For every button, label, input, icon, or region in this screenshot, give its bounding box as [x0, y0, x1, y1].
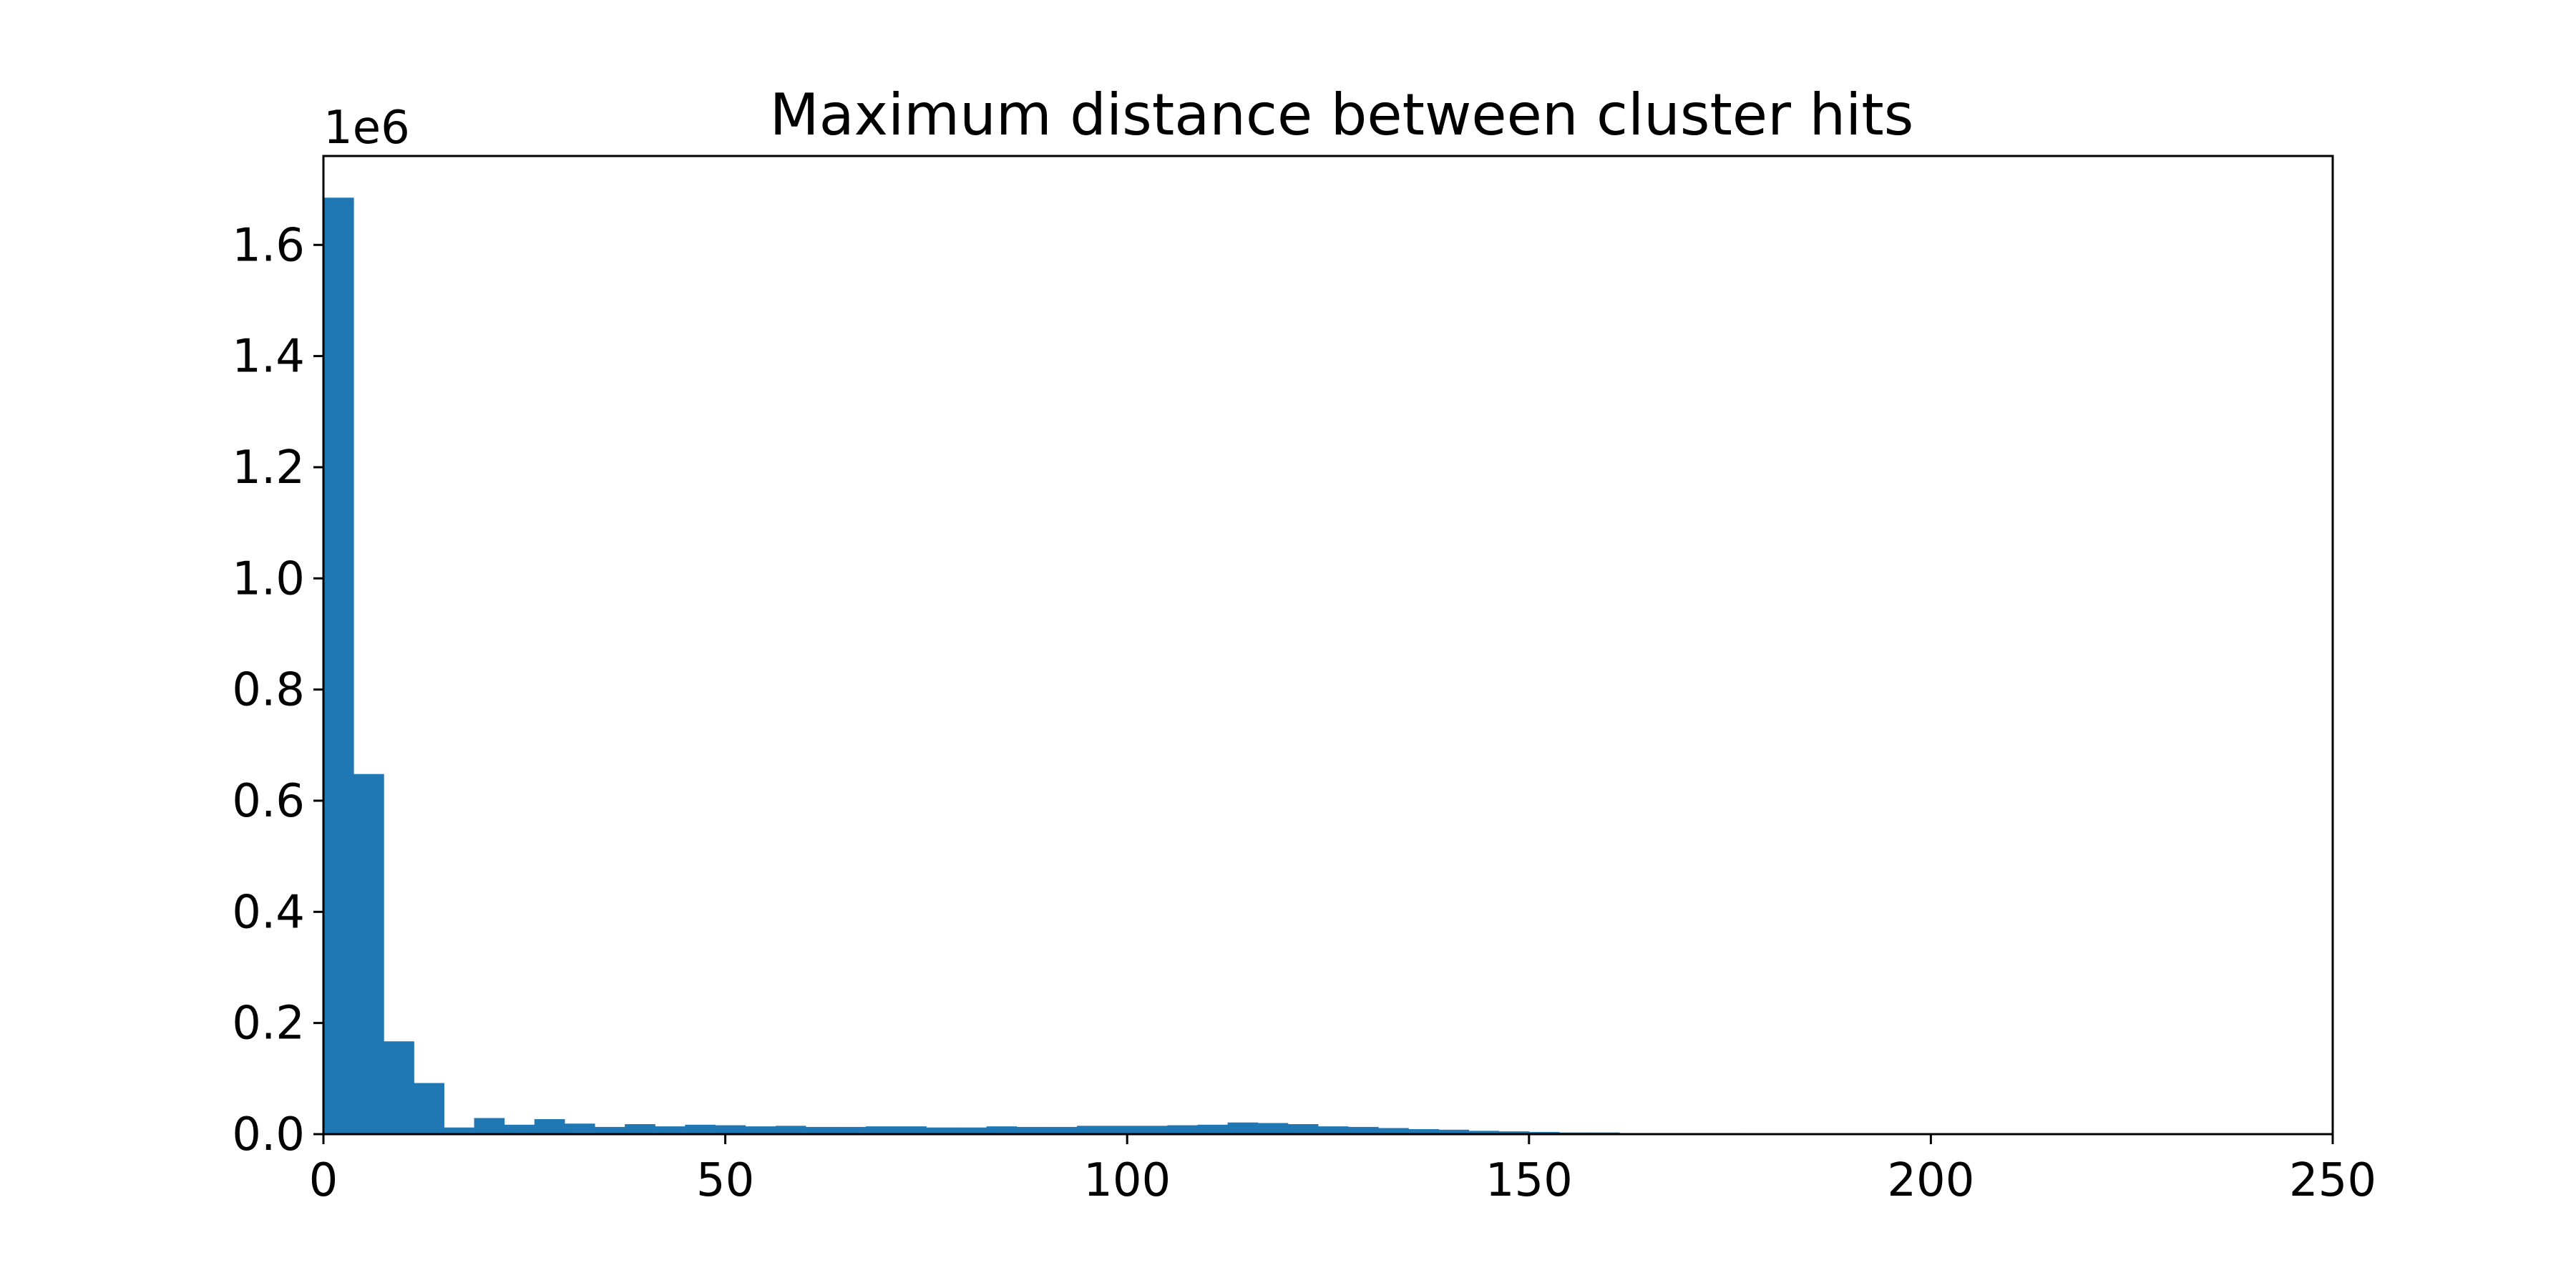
histogram-bars — [323, 197, 2313, 1135]
histogram-bar — [896, 1126, 927, 1134]
y-tick-label: 0.4 — [232, 886, 305, 939]
histogram-bar — [775, 1126, 806, 1134]
y-tick-label: 1.0 — [232, 552, 305, 605]
histogram-bar — [866, 1126, 897, 1134]
histogram-bar — [805, 1126, 836, 1134]
y-tick-label: 0.0 — [232, 1108, 305, 1161]
histogram-bar — [444, 1127, 475, 1134]
histogram-bar — [1167, 1125, 1198, 1134]
histogram-bar — [1227, 1122, 1259, 1134]
y-tick-label: 1.6 — [232, 219, 305, 272]
histogram-bar — [1348, 1126, 1379, 1134]
histogram-bar — [1468, 1131, 1500, 1134]
y-tick-label: 1.4 — [232, 331, 305, 384]
x-axis: 0 50 100 150 200 250 — [309, 1134, 2376, 1207]
histogram-bar — [1287, 1124, 1319, 1134]
histogram-bar — [685, 1124, 716, 1134]
histogram-bar — [1046, 1126, 1078, 1134]
histogram-bar — [655, 1126, 686, 1134]
plot-frame — [322, 155, 2334, 1136]
chart-title: Maximum distance between cluster hits — [770, 82, 1914, 148]
histogram-bar — [384, 1041, 414, 1134]
histogram-bar — [474, 1118, 505, 1134]
histogram-bar — [1257, 1123, 1289, 1134]
y-tick-label: 0.6 — [232, 775, 305, 828]
y-axis-offset-label: 1e6 — [323, 102, 410, 155]
x-tick-label: 50 — [696, 1154, 754, 1207]
histogram-bar — [323, 197, 354, 1135]
histogram-bar — [986, 1126, 1018, 1134]
x-tick-label: 200 — [1887, 1154, 1974, 1207]
histogram-bar — [715, 1125, 746, 1134]
y-tick-label: 0.2 — [232, 997, 305, 1050]
histogram-bar — [1077, 1126, 1108, 1134]
histogram-bar — [956, 1127, 987, 1134]
histogram-bar — [1438, 1129, 1470, 1134]
x-tick-label: 100 — [1083, 1154, 1171, 1207]
histogram-bar — [504, 1124, 535, 1134]
histogram-bar — [353, 774, 384, 1134]
x-tick-label: 0 — [309, 1154, 338, 1207]
y-axis: 0.0 0.2 0.4 0.6 0.8 1.0 1.2 1.4 1.6 — [232, 219, 323, 1161]
histogram-bar — [926, 1127, 957, 1134]
histogram-bar — [1317, 1126, 1349, 1134]
histogram-bar — [1528, 1131, 1560, 1134]
histogram-bar — [745, 1126, 776, 1134]
histogram-bar — [1498, 1131, 1530, 1134]
histogram-bar — [1107, 1126, 1138, 1134]
x-tick-label: 150 — [1485, 1154, 1573, 1207]
histogram-bar — [1016, 1126, 1048, 1134]
histogram-bar — [564, 1123, 595, 1134]
histogram-bar — [1197, 1124, 1229, 1134]
histogram-bar — [625, 1124, 655, 1134]
histogram-bar — [1408, 1129, 1439, 1134]
x-tick-label: 250 — [2289, 1154, 2376, 1207]
y-tick-label: 0.8 — [232, 664, 305, 717]
histogram-bar — [1137, 1126, 1168, 1134]
histogram-bar — [595, 1126, 625, 1134]
histogram-bar — [534, 1119, 565, 1134]
histogram-bar — [1378, 1128, 1409, 1134]
histogram-bar — [414, 1083, 444, 1134]
y-tick-label: 1.2 — [232, 441, 305, 494]
histogram-bar — [836, 1126, 867, 1134]
